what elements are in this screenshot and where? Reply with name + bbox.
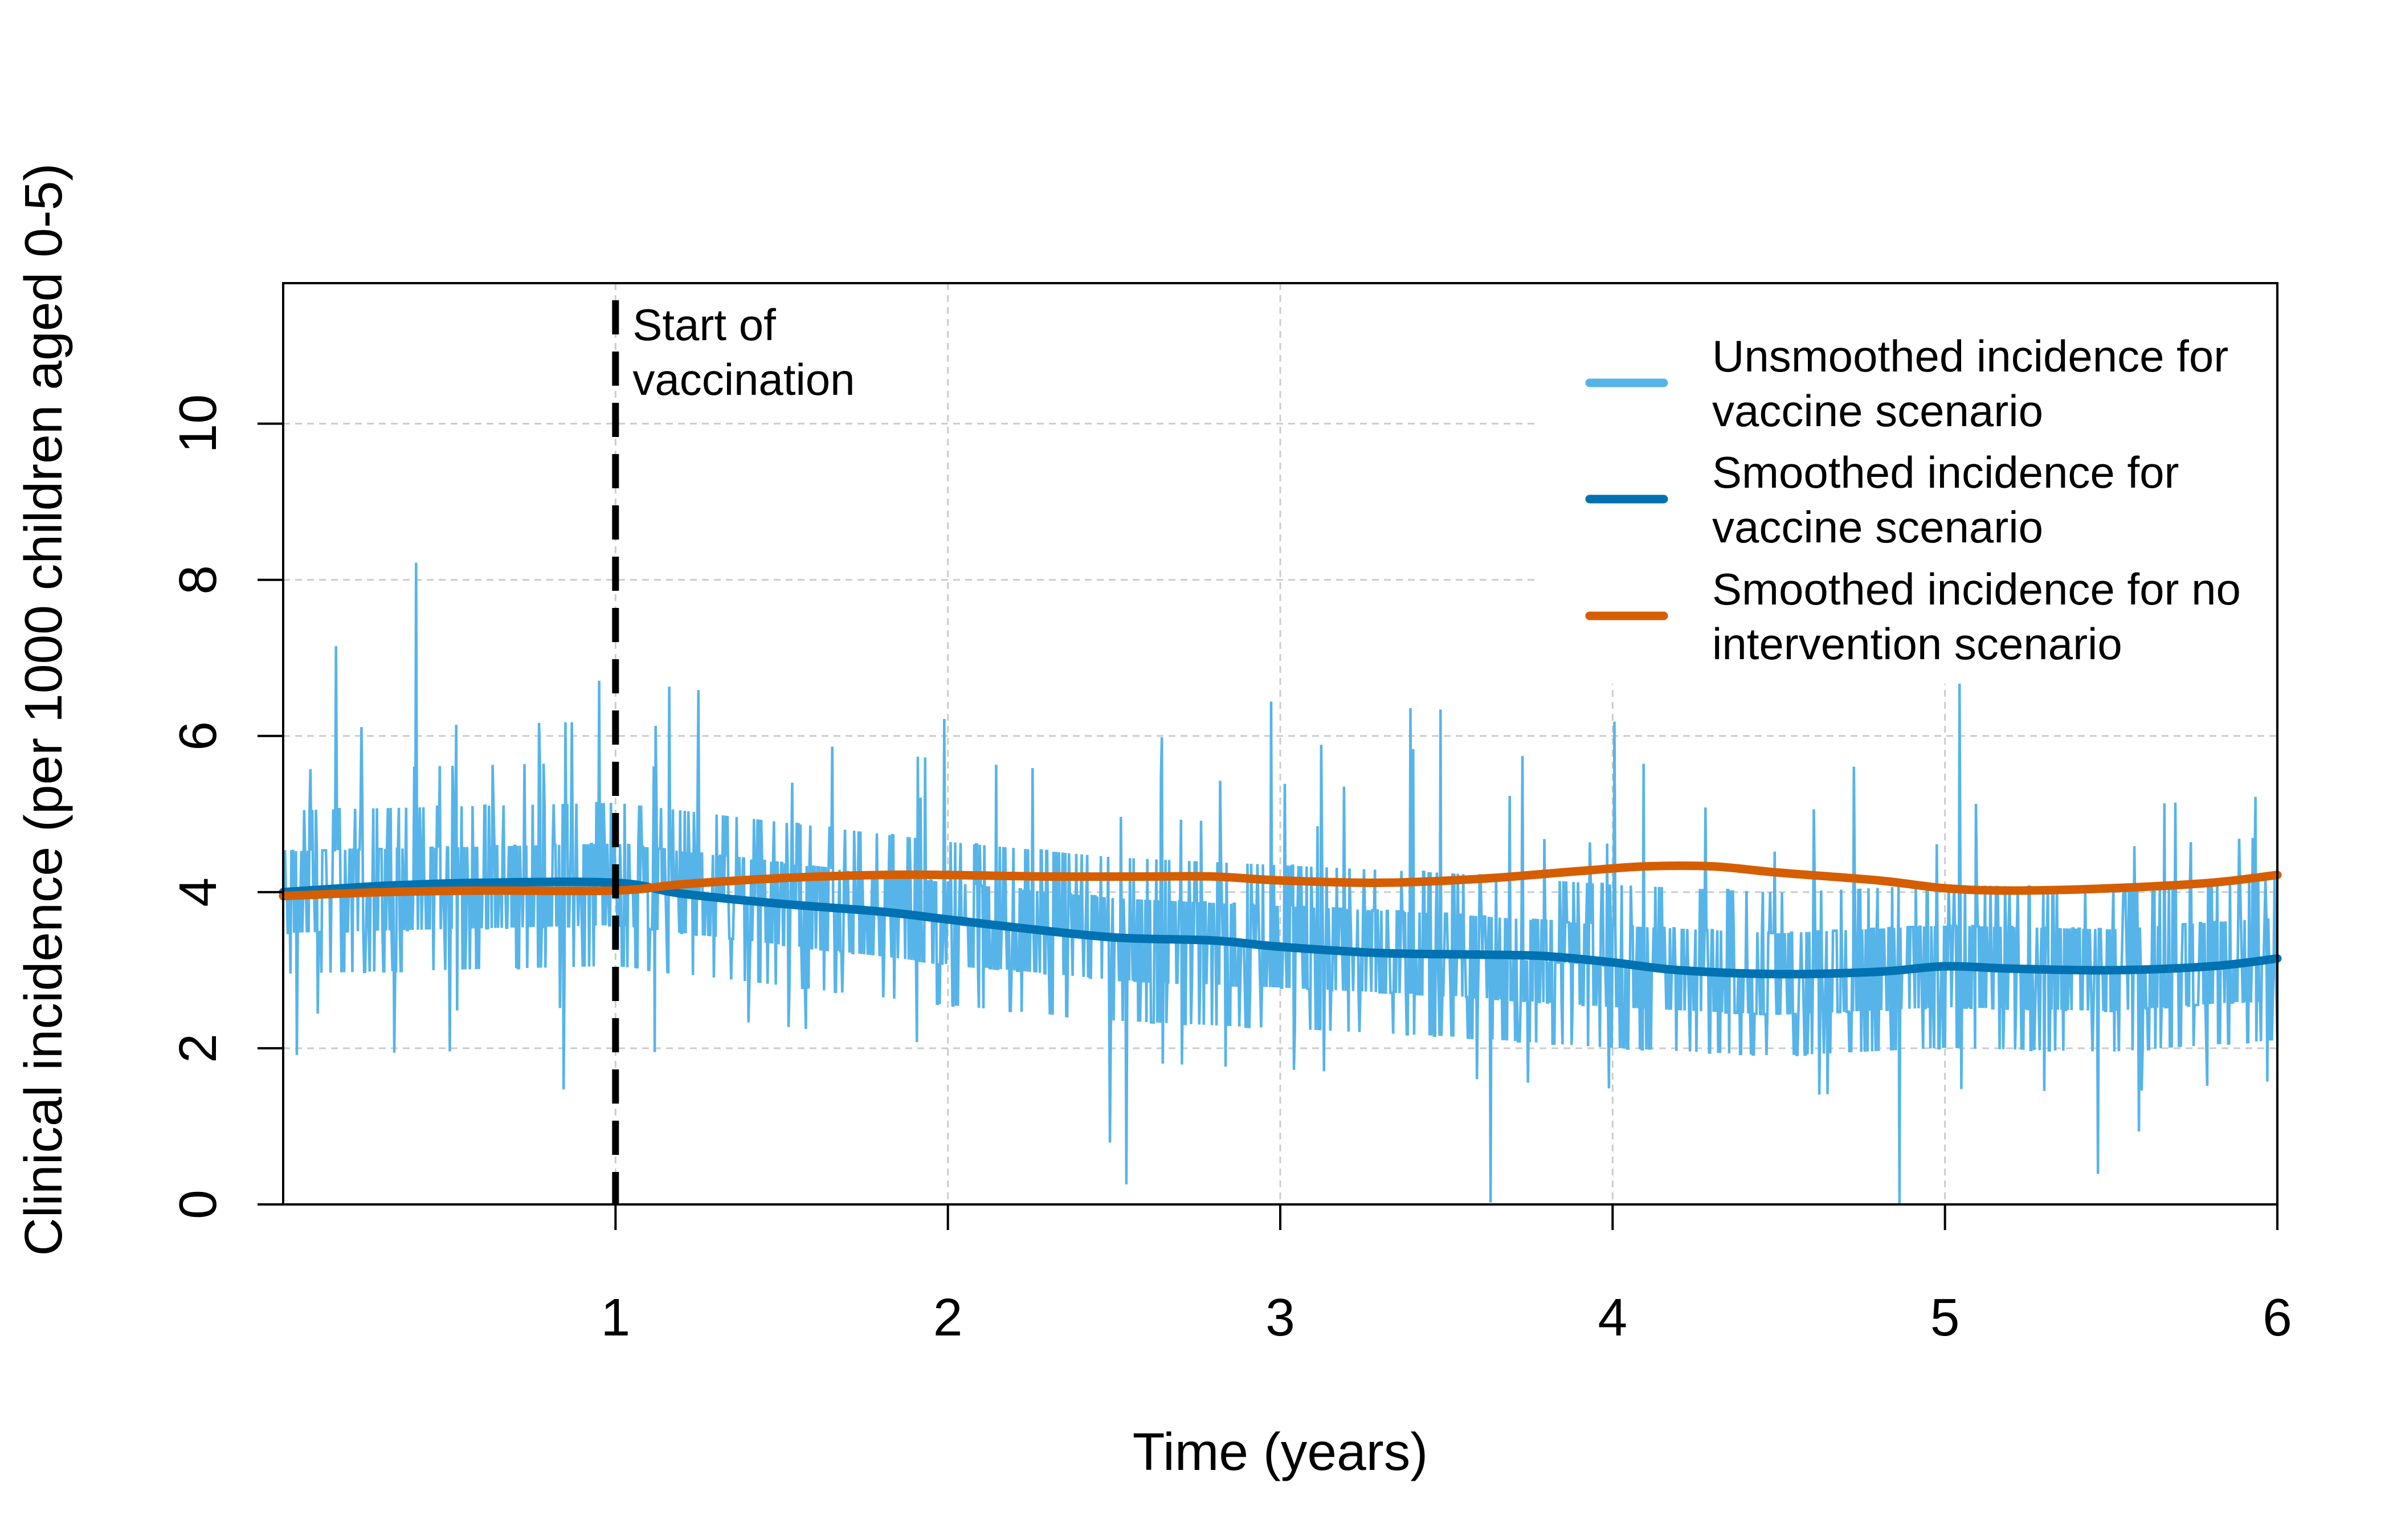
vaccination-annotation-line-1: Start of xyxy=(632,300,776,350)
y-tick-label: 2 xyxy=(168,1034,227,1063)
x-axis: 1 2 3 4 5 6 xyxy=(283,1203,2292,1347)
legend-label-unsmoothed-vaccine-line-1: Unsmoothed incidence for xyxy=(1712,331,2228,381)
y-tick-label: 10 xyxy=(168,394,227,453)
y-tick-label: 0 xyxy=(168,1190,227,1219)
y-tick-label: 4 xyxy=(168,877,227,907)
x-tick-label: 4 xyxy=(1598,1288,1627,1347)
y-tick-label: 8 xyxy=(168,565,227,595)
legend-label-smoothed-vaccine-line-1: Smoothed incidence for xyxy=(1712,447,2179,497)
vaccination-annotation-line-2: vaccination xyxy=(632,354,855,405)
series-smoothed-no-intervention xyxy=(279,861,2282,901)
x-tick-label: 2 xyxy=(933,1288,963,1347)
x-tick-label: 1 xyxy=(601,1288,630,1347)
x-tick-label: 3 xyxy=(1265,1288,1295,1347)
y-axis: 0 2 4 6 8 10 xyxy=(168,394,284,1219)
plot-area: Start of vaccination Unsmoothed incidenc… xyxy=(279,282,2282,1206)
legend-label-smoothed-no-intervention-line-2: intervention scenario xyxy=(1712,619,2122,669)
y-axis-title: Clinical incidence (per 1000 children ag… xyxy=(14,164,73,1256)
x-tick-label: 5 xyxy=(1930,1288,1960,1347)
x-tick-label: 6 xyxy=(2263,1288,2292,1347)
legend-label-unsmoothed-vaccine-line-2: vaccine scenario xyxy=(1712,386,2043,436)
x-axis-title: Time (years) xyxy=(1133,1422,1428,1481)
legend: Unsmoothed incidence for vaccine scenari… xyxy=(1538,282,2277,684)
legend-label-smoothed-vaccine-line-2: vaccine scenario xyxy=(1712,502,2043,552)
y-tick-label: 6 xyxy=(168,721,227,751)
legend-label-smoothed-no-intervention-line-1: Smoothed incidence for no xyxy=(1712,564,2241,614)
